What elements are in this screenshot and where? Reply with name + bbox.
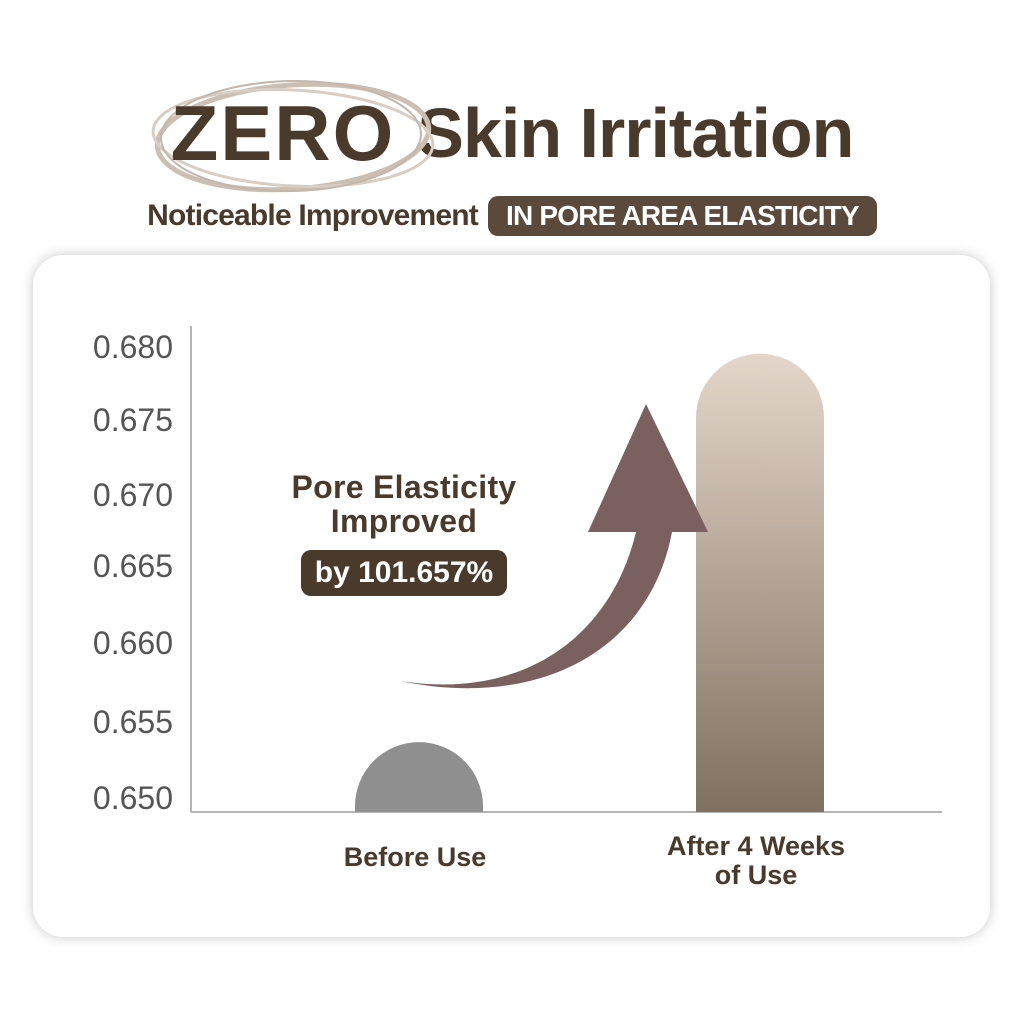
subtitle-text: Noticeable Improvement [147,199,479,232]
chart-card [33,255,990,937]
header: ZERO Skin Irritation Noticeable Improvem… [0,0,1024,250]
y-tick-label: 0.670 [93,477,173,513]
bar-before-use [355,742,483,812]
zero-word: ZERO [170,89,396,177]
title-row: ZERO Skin Irritation [0,78,1024,193]
callout-line1: Pore Elasticity [291,469,517,505]
x-category-label: Before Use [344,842,487,872]
callout: Pore Elasticity Improved by 101.657% [264,470,544,596]
y-tick-label: 0.650 [93,780,173,816]
callout-line2: Improved [330,503,478,539]
y-tick-label: 0.680 [93,329,173,365]
y-tick-label: 0.675 [93,402,173,438]
x-category-label-line: After 4 Weeks [667,831,845,861]
page-title: Skin Irritation [417,94,854,172]
y-tick-label: 0.655 [93,704,173,740]
subtitle-pill: IN PORE AREA ELASTICITY [487,196,877,236]
x-category-label-line: of Use [715,860,798,890]
bar-after-4-weeks [696,353,824,812]
y-tick-label: 0.665 [93,548,173,584]
callout-pill: by 101.657% [300,550,508,596]
x-category-label-line: Before Use [344,842,487,872]
x-category-label: After 4 Weeks of Use [667,831,845,890]
subtitle-row: Noticeable Improvement IN PORE AREA ELAS… [0,193,1024,239]
y-tick-label: 0.660 [93,625,173,661]
upward-arrow-icon [400,404,708,689]
